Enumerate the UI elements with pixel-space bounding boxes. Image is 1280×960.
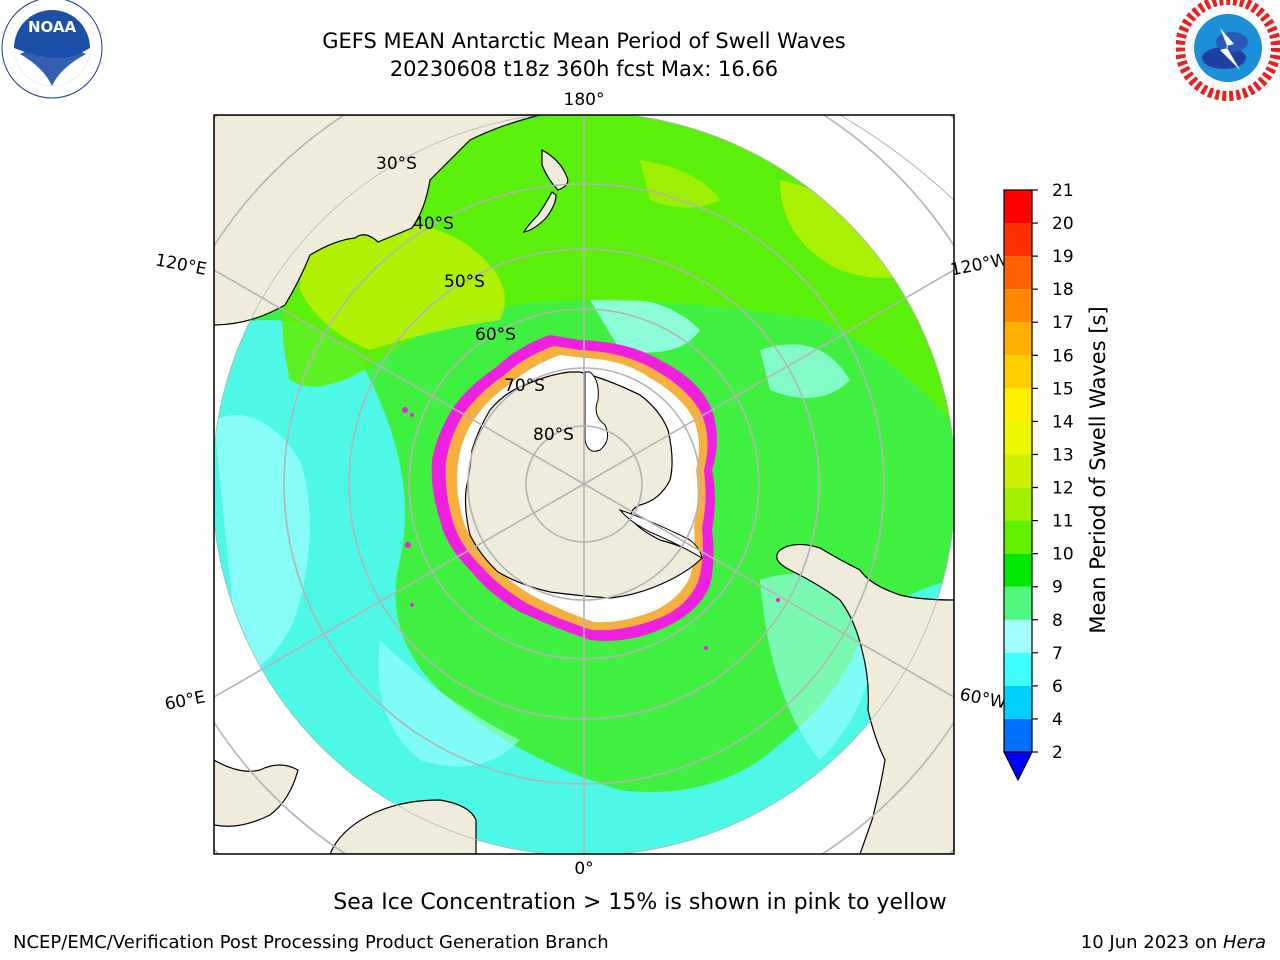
noaa-logo: NOAA <box>1 0 103 99</box>
colorbar-tick-label: 11 <box>1052 512 1074 532</box>
colorbar-tick-label: 14 <box>1052 412 1074 432</box>
colorbar-segment <box>1004 553 1032 587</box>
colorbar-segment <box>1004 388 1032 422</box>
colorbar-tick-label: 2 <box>1052 743 1063 763</box>
colorbar-segment <box>1004 586 1032 620</box>
colorbar-tick-label: 21 <box>1052 181 1074 201</box>
lat-label-40s: 40°S <box>413 214 454 234</box>
lon-label-0: 0° <box>574 859 593 879</box>
colorbar-tick-label: 18 <box>1052 280 1074 300</box>
colorbar-segment <box>1004 619 1032 653</box>
colorbar-tick-label: 17 <box>1052 313 1074 333</box>
footer-date-text: 10 Jun 2023 on <box>1080 932 1223 953</box>
noaa-logo-text: NOAA <box>28 18 77 36</box>
colorbar-segment <box>1004 685 1032 719</box>
colorbar-tick-label: 10 <box>1052 545 1074 565</box>
colorbar-segment <box>1004 256 1032 290</box>
chart-subtitle: 20230608 t18z 360h fcst Max: 16.66 <box>389 57 779 81</box>
colorbar-tick-label: 6 <box>1052 677 1063 697</box>
colorbar-outline <box>1003 189 1033 753</box>
colorbar-segment <box>1004 190 1032 224</box>
colorbar-tick-label: 13 <box>1052 445 1074 465</box>
colorbar: 2 4 6 7 8 9 10 11 12 13 14 15 16 17 18 19 20 21 <box>1003 181 1074 782</box>
colorbar-segment <box>1004 487 1032 521</box>
colorbar-label: Mean Period of Swell Waves [s] <box>1086 306 1110 633</box>
colorbar-tick-label: 4 <box>1052 710 1063 730</box>
colorbar-segment <box>1004 289 1032 323</box>
lon-label-60w: 60°W <box>958 685 1008 714</box>
lon-label-120e: 120°E <box>154 250 209 279</box>
colorbar-tick-label: 8 <box>1052 611 1063 631</box>
nws-logo <box>1176 0 1280 101</box>
lat-label-50s: 50°S <box>444 272 485 292</box>
colorbar-segment <box>1004 718 1032 752</box>
colorbar-under-triangle <box>1003 751 1033 782</box>
lat-label-70s: 70°S <box>504 376 545 396</box>
sea-ice-note: Sea Ice Concentration > 15% is shown in … <box>333 890 947 915</box>
footer-date: 10 Jun 2023 on Hera <box>1081 932 1266 953</box>
colorbar-segment <box>1004 355 1032 389</box>
colorbar-segment <box>1004 322 1032 356</box>
colorbar-tick-label: 15 <box>1052 379 1074 399</box>
colorbar-segment <box>1004 223 1032 257</box>
colorbar-segment <box>1004 421 1032 455</box>
lon-label-120w: 120°W <box>949 250 1010 281</box>
colorbar-segment <box>1004 520 1032 554</box>
lat-label-80s: 80°S <box>533 425 574 445</box>
colorbar-tick-label: 16 <box>1052 346 1074 366</box>
lat-label-60s: 60°S <box>475 325 516 345</box>
footer-host: Hera <box>1222 932 1266 953</box>
footer-branch: NCEP/EMC/Verification Post Processing Pr… <box>13 932 609 953</box>
colorbar-tick-label: 20 <box>1052 214 1074 234</box>
colorbar-tick-label: 9 <box>1052 578 1063 598</box>
lon-label-180: 180° <box>564 90 605 110</box>
colorbar-tick-label: 7 <box>1052 644 1063 664</box>
chart-title: GEFS MEAN Antarctic Mean Period of Swell… <box>322 29 846 53</box>
colorbar-segment <box>1004 454 1032 488</box>
colorbar-segment <box>1004 652 1032 686</box>
colorbar-tick-label: 19 <box>1052 247 1074 267</box>
lon-label-60e: 60°E <box>163 687 207 714</box>
lat-label-30s: 30°S <box>376 154 417 174</box>
colorbar-tick-label: 12 <box>1052 479 1074 499</box>
